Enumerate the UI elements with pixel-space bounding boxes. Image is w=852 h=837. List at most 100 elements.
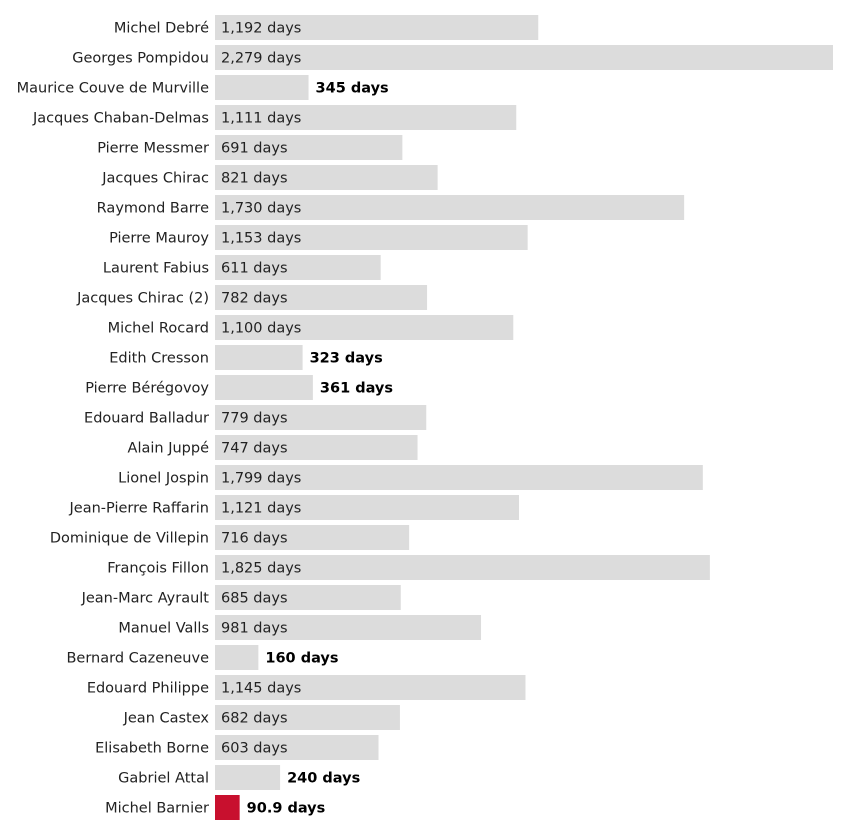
bar-row-georges-pompidou: Georges Pompidou 2,279 days bbox=[72, 45, 833, 70]
value-label: 361 days bbox=[320, 381, 393, 397]
category-label: Gabriel Attal bbox=[118, 771, 209, 787]
bar-manuel-valls bbox=[215, 615, 482, 640]
value-label: 691 days bbox=[221, 141, 288, 157]
value-label: 981 days bbox=[221, 621, 288, 637]
bar-row-jacques-chirac-2: Jacques Chirac (2) 782 days bbox=[76, 285, 428, 310]
category-label: Manuel Valls bbox=[118, 621, 209, 637]
bar-michel-rocard bbox=[215, 315, 514, 340]
value-label: 1,121 days bbox=[221, 501, 301, 517]
category-label: Edouard Balladur bbox=[84, 411, 209, 427]
bar-row-alain-juppe: Alain Juppé 747 days bbox=[128, 435, 418, 460]
value-label: 1,100 days bbox=[221, 321, 301, 337]
bar-row-pierre-messmer: Pierre Messmer 691 days bbox=[97, 135, 403, 160]
bar-maurice-couve-de-murville bbox=[215, 75, 309, 100]
category-label: Jean-Marc Ayrault bbox=[81, 591, 210, 607]
bar-row-michel-rocard: Michel Rocard 1,100 days bbox=[108, 315, 514, 340]
category-label: Lionel Jospin bbox=[118, 471, 209, 487]
value-label: 782 days bbox=[221, 291, 288, 307]
bar-row-jean-marc-ayrault: Jean-Marc Ayrault 685 days bbox=[81, 585, 401, 610]
category-label: Maurice Couve de Murville bbox=[17, 81, 209, 97]
bar-jean-castex bbox=[215, 705, 400, 730]
bar-row-edouard-philippe: Edouard Philippe 1,145 days bbox=[87, 675, 526, 700]
bar-jacques-chirac-2 bbox=[215, 285, 428, 310]
category-label: Laurent Fabius bbox=[103, 261, 209, 277]
bar-edouard-philippe bbox=[215, 675, 526, 700]
bar-michel-barnier bbox=[215, 795, 240, 820]
category-label: François Fillon bbox=[107, 561, 209, 577]
category-label: Pierre Messmer bbox=[97, 141, 209, 157]
category-label: Michel Barnier bbox=[105, 801, 209, 817]
bar-row-jean-pierre-raffarin: Jean-Pierre Raffarin 1,121 days bbox=[69, 495, 519, 520]
bar-gabriel-attal bbox=[215, 765, 281, 790]
bar-row-elisabeth-borne: Elisabeth Borne 603 days bbox=[95, 735, 379, 760]
value-label: 611 days bbox=[221, 261, 288, 277]
category-label: Alain Juppé bbox=[128, 441, 210, 457]
bar-jacques-chaban-delmas bbox=[215, 105, 517, 130]
bar-pierre-messmer bbox=[215, 135, 403, 160]
value-label: 323 days bbox=[310, 351, 383, 367]
bar-bernard-cazeneuve bbox=[215, 645, 259, 670]
bar-elisabeth-borne bbox=[215, 735, 379, 760]
bar-row-raymond-barre: Raymond Barre 1,730 days bbox=[97, 195, 685, 220]
value-label: 160 days bbox=[265, 651, 338, 667]
value-label: 747 days bbox=[221, 441, 288, 457]
bar-row-edouard-balladur: Edouard Balladur 779 days bbox=[84, 405, 427, 430]
category-label: Dominique de Villepin bbox=[50, 531, 209, 547]
value-label: 90.9 days bbox=[247, 801, 326, 817]
bar-pierre-mauroy bbox=[215, 225, 528, 250]
category-label: Pierre Mauroy bbox=[109, 231, 209, 247]
bar-row-jacques-chirac: Jacques Chirac 821 days bbox=[101, 165, 438, 190]
bar-edith-cresson bbox=[215, 345, 303, 370]
value-label: 240 days bbox=[287, 771, 360, 787]
category-label: Jacques Chirac bbox=[101, 171, 209, 187]
bar-row-maurice-couve-de-murville: Maurice Couve de Murville 345 days bbox=[17, 75, 389, 100]
bar-row-francois-fillon: François Fillon 1,825 days bbox=[107, 555, 710, 580]
category-label: Edith Cresson bbox=[109, 351, 209, 367]
value-label: 685 days bbox=[221, 591, 288, 607]
bar-laurent-fabius bbox=[215, 255, 381, 280]
value-label: 1,111 days bbox=[221, 111, 301, 127]
category-label: Michel Rocard bbox=[108, 321, 209, 337]
category-label: Georges Pompidou bbox=[72, 51, 209, 67]
category-label: Edouard Philippe bbox=[87, 681, 209, 697]
value-label: 779 days bbox=[221, 411, 288, 427]
bar-row-laurent-fabius: Laurent Fabius 611 days bbox=[103, 255, 381, 280]
bar-row-edith-cresson: Edith Cresson 323 days bbox=[109, 345, 383, 370]
category-label: Pierre Bérégovoy bbox=[85, 381, 209, 397]
bar-row-bernard-cazeneuve: Bernard Cazeneuve 160 days bbox=[66, 645, 339, 670]
value-label: 1,825 days bbox=[221, 561, 301, 577]
bar-alain-juppe bbox=[215, 435, 418, 460]
category-label: Michel Debré bbox=[114, 21, 209, 37]
value-label: 1,730 days bbox=[221, 201, 301, 217]
bar-jean-pierre-raffarin bbox=[215, 495, 519, 520]
value-label: 2,279 days bbox=[221, 51, 301, 67]
value-label: 345 days bbox=[316, 81, 389, 97]
bar-row-jean-castex: Jean Castex 682 days bbox=[123, 705, 400, 730]
bar-francois-fillon bbox=[215, 555, 710, 580]
value-label: 603 days bbox=[221, 741, 288, 757]
bar-jean-marc-ayrault bbox=[215, 585, 401, 610]
category-label: Jacques Chirac (2) bbox=[76, 291, 209, 307]
value-label: 716 days bbox=[221, 531, 288, 547]
bar-row-gabriel-attal: Gabriel Attal 240 days bbox=[118, 765, 360, 790]
bar-michel-debre bbox=[215, 15, 539, 40]
bar-jacques-chirac bbox=[215, 165, 438, 190]
bar-georges-pompidou bbox=[215, 45, 833, 70]
bar-raymond-barre bbox=[215, 195, 685, 220]
bar-row-pierre-mauroy: Pierre Mauroy 1,153 days bbox=[109, 225, 528, 250]
bar-row-pierre-beregovoy: Pierre Bérégovoy 361 days bbox=[85, 375, 393, 400]
category-label: Jean-Pierre Raffarin bbox=[69, 501, 209, 517]
value-label: 1,153 days bbox=[221, 231, 301, 247]
value-label: 821 days bbox=[221, 171, 288, 187]
bar-row-lionel-jospin: Lionel Jospin 1,799 days bbox=[118, 465, 703, 490]
bar-row-dominique-de-villepin: Dominique de Villepin 716 days bbox=[50, 525, 410, 550]
category-label: Bernard Cazeneuve bbox=[66, 651, 209, 667]
value-label: 682 days bbox=[221, 711, 288, 727]
bar-row-manuel-valls: Manuel Valls 981 days bbox=[118, 615, 482, 640]
bar-dominique-de-villepin bbox=[215, 525, 410, 550]
bar-row-michel-barnier: Michel Barnier 90.9 days bbox=[105, 795, 325, 820]
bar-row-michel-debre: Michel Debré 1,192 days bbox=[114, 15, 539, 40]
bar-edouard-balladur bbox=[215, 405, 427, 430]
category-label: Jean Castex bbox=[123, 711, 210, 727]
